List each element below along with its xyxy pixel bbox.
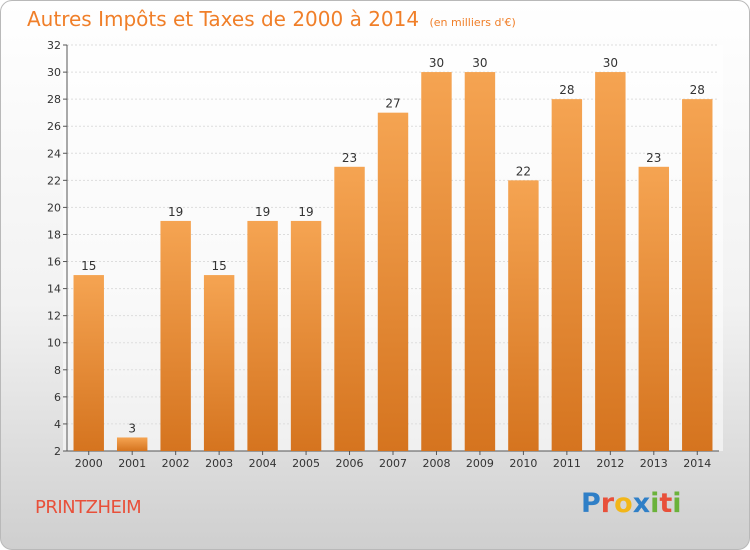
- bar-value-label: 23: [646, 151, 661, 165]
- y-tick-label: 22: [47, 174, 61, 187]
- y-tick-label: 6: [54, 391, 61, 404]
- chart-title-text: Autres Impôts et Taxes de 2000 à 2014: [27, 7, 420, 31]
- x-tick-label: 2009: [466, 457, 494, 470]
- x-tick-label: 2004: [249, 457, 277, 470]
- bar: [290, 220, 322, 451]
- logo-letter: x: [632, 488, 651, 519]
- bar: [160, 220, 191, 451]
- x-tick-label: 2002: [162, 457, 190, 470]
- y-tick-label: 30: [47, 66, 61, 79]
- bar: [508, 180, 539, 452]
- bar-value-label: 19: [298, 205, 313, 219]
- chart-title: Autres Impôts et Taxes de 2000 à 2014 (e…: [27, 7, 516, 31]
- logo-letter: r: [600, 488, 615, 519]
- bar-value-label: 28: [559, 83, 574, 97]
- y-tick-label: 10: [47, 337, 61, 350]
- y-tick-label: 26: [47, 120, 61, 133]
- bar-value-label: 19: [168, 205, 183, 219]
- y-tick-label: 12: [47, 310, 61, 323]
- bar: [73, 275, 104, 451]
- bar: [247, 220, 278, 451]
- x-tick-label: 2005: [292, 457, 320, 470]
- y-tick-label: 2: [54, 445, 61, 458]
- logo-letter: i: [650, 488, 660, 519]
- bar: [595, 72, 626, 452]
- proxiti-logo: Proxiti: [581, 488, 682, 519]
- y-tick-label: 4: [54, 418, 61, 431]
- x-tick-label: 2006: [336, 457, 364, 470]
- y-tick-label: 16: [47, 256, 61, 269]
- y-tick-label: 18: [47, 228, 61, 241]
- city-name: PRINTZHEIM: [35, 497, 142, 518]
- bar: [638, 166, 670, 452]
- x-tick-label: 2010: [509, 457, 537, 470]
- bar: [682, 99, 713, 451]
- y-tick-label: 14: [47, 283, 61, 296]
- y-tick-label: 8: [54, 364, 61, 377]
- bar-value-label: 23: [342, 151, 357, 165]
- y-tick-label: 24: [47, 147, 61, 160]
- bar: [334, 166, 365, 452]
- x-tick-label: 2000: [75, 457, 103, 470]
- bar-value-label: 30: [472, 56, 487, 70]
- bar-value-label: 22: [516, 164, 531, 178]
- bar: [421, 72, 452, 452]
- x-tick-label: 2001: [118, 457, 146, 470]
- x-tick-label: 2011: [553, 457, 581, 470]
- y-tick-label: 20: [47, 201, 61, 214]
- logo-letter: P: [581, 488, 601, 519]
- bar: [203, 275, 235, 451]
- logo-letter: o: [614, 488, 633, 519]
- bar: [116, 437, 148, 451]
- x-tick-label: 2012: [596, 457, 624, 470]
- x-tick-label: 2007: [379, 457, 407, 470]
- logo-letter: t: [659, 488, 673, 519]
- x-tick-labels: 2000 2001 2002 2003 2004 2005 2006 2007 2008 2009…: [75, 457, 712, 470]
- logo-letter: i: [672, 488, 682, 519]
- bar: [551, 99, 583, 451]
- bar-value-label: 27: [385, 97, 400, 111]
- x-tick-label: 2008: [422, 457, 450, 470]
- bar: [464, 72, 496, 452]
- bar-value-label: 19: [255, 205, 270, 219]
- bar-value-label: 15: [81, 259, 96, 273]
- x-tick-label: 2014: [683, 457, 711, 470]
- bar: [377, 112, 409, 452]
- y-tick-label: 32: [47, 39, 61, 52]
- data-labels: 15 3 19 15 19 19 23 27 30 30 22 28 30 23 28: [81, 56, 705, 435]
- bar-value-label: 30: [429, 56, 444, 70]
- x-tick-label: 2003: [205, 457, 233, 470]
- bar-value-label: 15: [211, 259, 226, 273]
- x-tick-label: 2013: [640, 457, 668, 470]
- chart-unit: (en milliers d'€): [429, 16, 516, 29]
- bar-value-label: 28: [690, 83, 705, 97]
- y-tick-label: 28: [47, 93, 61, 106]
- bars: [73, 72, 713, 452]
- bar-value-label: 30: [603, 56, 618, 70]
- bar-value-label: 3: [128, 421, 136, 435]
